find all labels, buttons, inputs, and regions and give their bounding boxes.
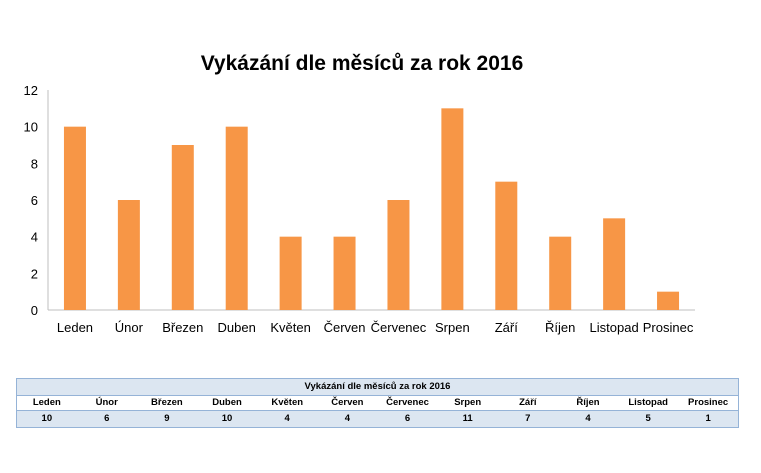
table-header-cell: Prosinec [678, 395, 740, 411]
bar-9 [549, 236, 572, 310]
category-label: Červen [324, 320, 366, 335]
table-header-cell: Září [497, 395, 558, 411]
y-tick-label: 8 [31, 156, 38, 171]
data-table: Vykázání dle měsíců za rok 2016 Leden Úno… [15, 378, 740, 428]
bar-5 [333, 236, 356, 310]
bar-8 [495, 181, 518, 310]
category-label: Duben [218, 320, 256, 335]
category-label: Březen [162, 320, 203, 335]
category-labels: Leden Únor Březen Duben Květen Červen Červenec… [57, 320, 694, 335]
table-value-cell: 9 [136, 410, 197, 428]
category-label: Září [495, 320, 519, 335]
category-label: Prosinec [643, 320, 694, 335]
y-tick-label: 2 [31, 266, 38, 281]
table-value-cell: 6 [76, 410, 137, 428]
table-header-row: Leden Únor Březen Duben Květen Červen Červenec… [15, 395, 740, 411]
category-label: Leden [57, 320, 93, 335]
y-tick-labels: 0 2 4 6 8 10 12 [24, 83, 38, 318]
table-header-cell: Listopad [618, 395, 679, 411]
chart-title: Vykázání dle měsíců za rok 2016 [201, 52, 524, 75]
table-header-cell: Květen [257, 395, 318, 411]
bar-7 [441, 108, 464, 310]
table-header-cell: Duben [196, 395, 258, 411]
bar-4 [279, 236, 302, 310]
table-header-cell: Srpen [437, 395, 498, 411]
y-tick-label: 6 [31, 193, 38, 208]
table-value-cell: 11 [437, 410, 498, 428]
table-value-cell: 5 [618, 410, 679, 428]
category-label: Únor [115, 320, 144, 335]
table-value-cell: 7 [497, 410, 558, 428]
table-title: Vykázání dle měsíců za rok 2016 [16, 378, 739, 396]
category-label: Červenec [371, 320, 427, 335]
bar-chart: Vykázání dle měsíců za rok 2016 0 2 4 6 8 10 1… [24, 52, 695, 335]
bar-6 [387, 200, 410, 310]
y-tick-label: 0 [31, 303, 38, 318]
y-tick-label: 12 [24, 83, 38, 98]
table-header-cell: Červenec [377, 395, 438, 411]
table-value-cell: 4 [317, 410, 378, 428]
table-value-cell: 4 [257, 410, 318, 428]
y-tick-label: 4 [31, 230, 38, 245]
bar-10 [603, 218, 626, 310]
table-header-cell: Únor [76, 395, 137, 411]
bar-2 [171, 145, 194, 310]
table-header-cell: Červen [317, 395, 378, 411]
bar-1 [117, 200, 140, 310]
y-tick-label: 10 [24, 120, 38, 135]
table-value-cell: 4 [557, 410, 619, 428]
category-label: Říjen [545, 320, 575, 335]
bar-0 [63, 126, 86, 311]
table-value-cell: 10 [15, 410, 77, 428]
table-value-cell: 10 [196, 410, 258, 428]
table-header-cell: Leden [15, 395, 77, 411]
table-value-row: 10 6 9 10 4 4 6 11 7 4 5 1 [15, 410, 740, 428]
table-header-cell: Březen [136, 395, 197, 411]
category-label: Květen [270, 320, 310, 335]
bar-3 [225, 126, 248, 311]
bars [63, 108, 680, 311]
table-header-cell: Říjen [557, 395, 619, 411]
category-label: Listopad [590, 320, 639, 335]
table-value-cell: 6 [377, 410, 438, 428]
bar-11 [657, 291, 680, 310]
table-value-cell: 1 [678, 410, 740, 428]
category-label: Srpen [435, 320, 470, 335]
